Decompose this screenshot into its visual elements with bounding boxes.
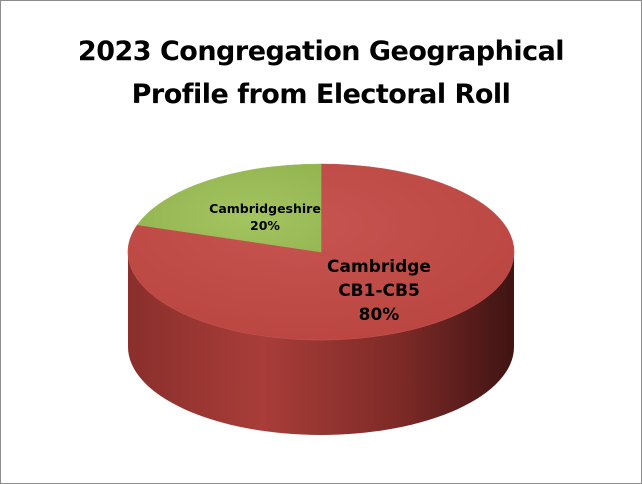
pie-top-face <box>127 163 515 341</box>
pie-slice-cambridgeshire <box>136 163 322 253</box>
pie-slice-label-line: Cambridgeshire <box>209 201 321 216</box>
pie-slice-label-line: CB1-CB5 <box>338 281 420 301</box>
chart-title-line-2: Profile from Electoral Roll <box>131 79 511 110</box>
pie-side-wall-surface <box>128 252 514 435</box>
pie-slice-label-cambridgeshire: Cambridgeshire 20% <box>209 201 321 233</box>
pie-slice-label-line: 80% <box>359 305 400 325</box>
chart-title: 2023 Congregation Geographical Profile f… <box>0 30 642 116</box>
pie-slice-label-line: Cambridge <box>327 257 431 277</box>
pie-labels: Cambridge CB1-CB5 80% Cambridgeshire 20% <box>209 201 431 325</box>
chart-title-line-1: 2023 Congregation Geographical <box>77 36 565 67</box>
pie-slice-label-cambridge: Cambridge CB1-CB5 80% <box>327 257 431 325</box>
pie-side-wall <box>128 252 514 435</box>
pie-slice-label-line: 20% <box>250 218 280 233</box>
